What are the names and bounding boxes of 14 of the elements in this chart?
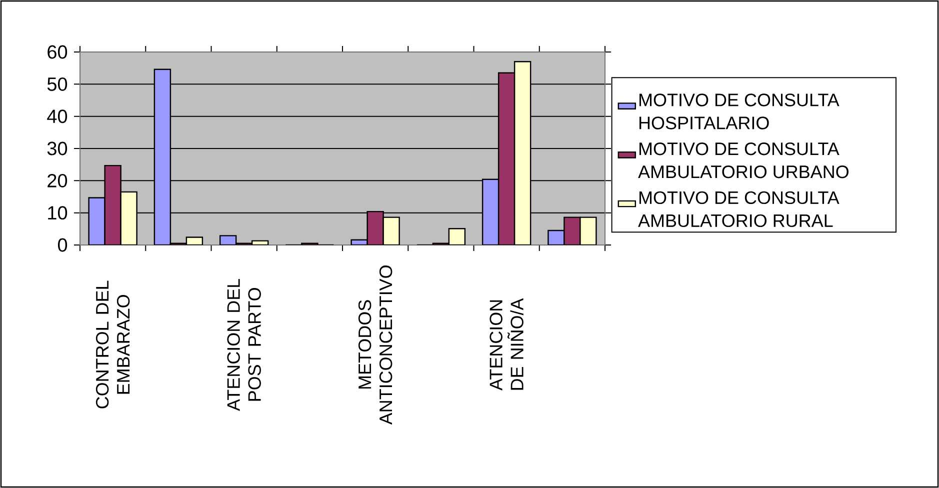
legend-label: MOTIVO DE CONSULTA HOSPITALARIO — [639, 94, 840, 130]
y-tick-label: 60 — [48, 45, 68, 59]
x-tick-label: ATENCION DE NIÑO/A — [490, 298, 524, 391]
y-tick-label: 30 — [47, 142, 68, 156]
y-tick-label: 10 — [48, 206, 68, 220]
legend-label: MOTIVO DE CONSULTA AMBULATORIO RURAL — [638, 191, 840, 228]
y-tick-label: 50 — [47, 77, 68, 91]
y-tick-label: 20 — [48, 174, 68, 188]
x-tick-label: CONTROL DEL EMBARAZO — [96, 280, 130, 408]
x-tick-label: METODOS ANTICONCEPTIVO — [358, 266, 392, 425]
legend-label: MOTIVO DE CONSULTA AMBULATORIO URBANO — [638, 142, 848, 178]
y-tick-label: 0 — [58, 238, 68, 252]
x-tick-label: ATENCION DEL POST PARTO — [227, 278, 261, 412]
y-tick-label: 40 — [47, 110, 68, 124]
